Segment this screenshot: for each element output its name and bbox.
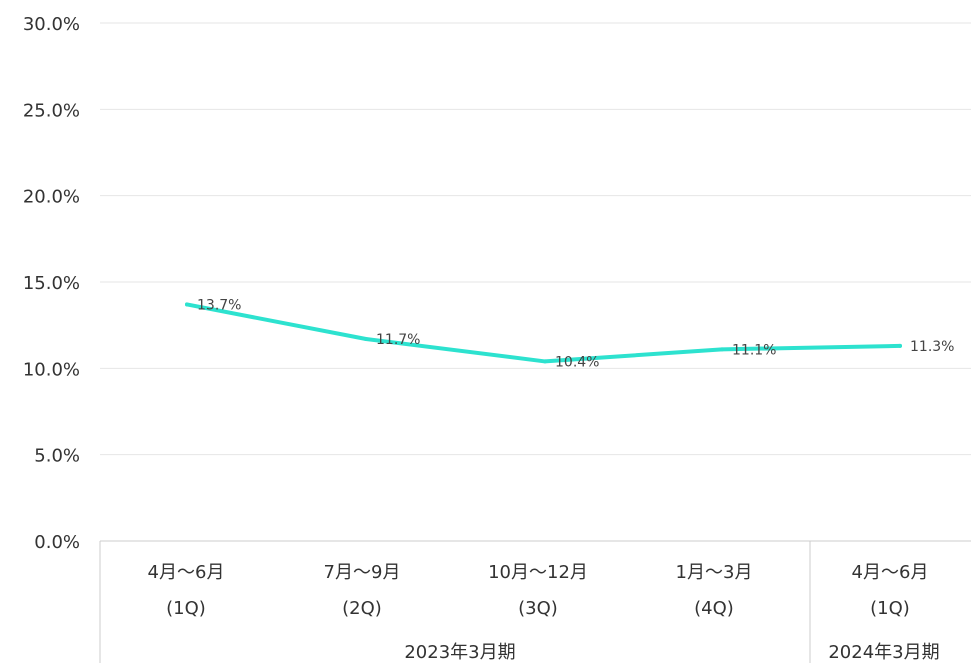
y-tick-label: 25.0% [23, 100, 80, 121]
x-tick-sublabel: (4Q) [694, 598, 734, 619]
x-tick-sublabel: (1Q) [870, 598, 910, 619]
data-point [720, 347, 724, 352]
x-tick-label: 7月〜9月 [324, 562, 401, 583]
data-point [543, 359, 547, 364]
group-label: 2024年3月期 [828, 642, 939, 663]
x-tick-sublabel: (1Q) [166, 598, 206, 619]
data-point [898, 343, 902, 348]
series-layer [185, 302, 902, 364]
x-tick-sublabel: (2Q) [342, 598, 382, 619]
gridlines [100, 22, 971, 456]
x-axis: 2023年3月期 2024年3月期 4月〜6月 (1Q) 7月〜9月 (2Q) 10月〜12… [99, 540, 971, 663]
y-tick-label: 30.0% [23, 14, 80, 35]
x-tick-label: 10月〜12月 [488, 562, 588, 583]
data-label: 11.1% [732, 342, 776, 358]
y-tick-label: 0.0% [34, 532, 80, 553]
x-tick-sublabel: (3Q) [518, 598, 558, 619]
series-line [185, 302, 902, 364]
y-tick-label: 5.0% [34, 446, 80, 467]
data-point [364, 336, 368, 341]
data-labels: 13.7% 11.7% 10.4% 11.1% 11.3% [197, 297, 954, 370]
group-label: 2023年3月期 [404, 642, 515, 663]
data-label: 11.7% [376, 332, 420, 348]
data-point [185, 302, 189, 307]
y-tick-label: 20.0% [23, 187, 80, 208]
y-tick-label: 15.0% [23, 273, 80, 294]
y-axis-ticks: 0.0% 5.0% 10.0% 15.0% 20.0% 25.0% 30.0% [23, 14, 80, 553]
x-tick-label: 4月〜6月 [852, 562, 929, 583]
y-tick-label: 10.0% [23, 359, 80, 380]
x-tick-label: 1月〜3月 [676, 562, 753, 583]
x-tick-label: 4月〜6月 [148, 562, 225, 583]
data-label: 13.7% [197, 297, 241, 313]
data-label: 11.3% [910, 339, 954, 355]
data-label: 10.4% [555, 354, 599, 370]
